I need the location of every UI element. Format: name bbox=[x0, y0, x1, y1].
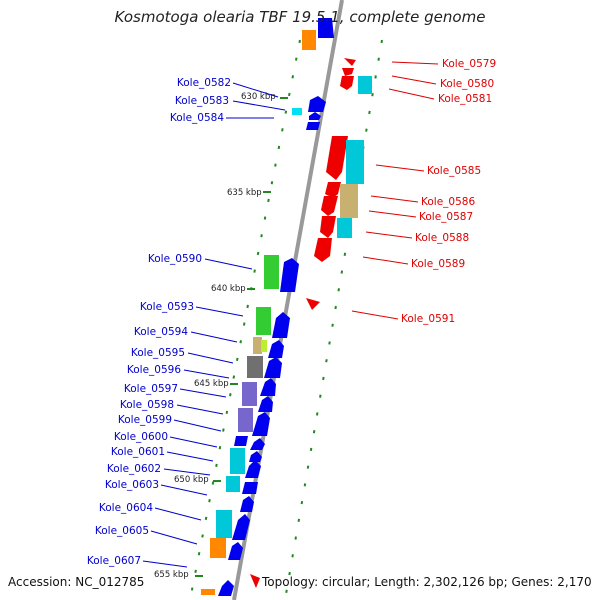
gene-label[interactable]: Kole_0584 bbox=[170, 112, 224, 124]
gene-label[interactable]: Kole_0601 bbox=[111, 446, 165, 458]
gene-label[interactable]: Kole_0605 bbox=[95, 525, 149, 537]
gene-arrow bbox=[250, 574, 260, 588]
gene-label[interactable]: Kole_0598 bbox=[120, 399, 174, 411]
gene-label[interactable]: Kole_0593 bbox=[140, 301, 194, 313]
gene-label[interactable]: Kole_0604 bbox=[99, 502, 153, 514]
gene-features-right bbox=[250, 58, 372, 588]
gene-arrow bbox=[321, 196, 338, 216]
gene-arrow bbox=[306, 298, 320, 310]
gene-label[interactable]: Kole_0602 bbox=[107, 463, 161, 475]
gene-label[interactable]: Kole_0585 bbox=[427, 165, 481, 177]
gene-arrow bbox=[342, 68, 354, 76]
gene-label[interactable]: Kole_0591 bbox=[401, 313, 455, 325]
gene-label[interactable]: Kole_0581 bbox=[438, 93, 492, 105]
gene-label[interactable]: Kole_0599 bbox=[118, 414, 172, 426]
gene-block-purple bbox=[238, 408, 253, 432]
gene-arrow bbox=[234, 436, 248, 446]
gene-block-orange bbox=[210, 538, 226, 558]
gene-label[interactable]: Kole_0586 bbox=[421, 196, 475, 208]
gene-arrow bbox=[245, 460, 261, 478]
gene-arrow bbox=[228, 542, 243, 560]
gene-arrow bbox=[264, 357, 282, 378]
gene-arrow bbox=[325, 182, 341, 198]
gene-arrow bbox=[272, 312, 290, 338]
gene-features-inner-left bbox=[218, 18, 334, 596]
left-leader-lines bbox=[142, 82, 286, 568]
gene-arrow bbox=[242, 482, 258, 494]
gene-label[interactable]: Kole_0580 bbox=[440, 78, 494, 90]
gene-arrow bbox=[240, 496, 254, 512]
gene-label[interactable]: Kole_0595 bbox=[131, 347, 185, 359]
gene-arrow bbox=[306, 122, 320, 130]
gene-block-cyan bbox=[216, 510, 232, 538]
gene-arrow bbox=[318, 18, 334, 38]
scale-label: 650 kbp bbox=[174, 475, 209, 485]
gene-arrow bbox=[340, 76, 354, 90]
gene-block-cyan bbox=[346, 140, 364, 184]
gene-block-cyan bbox=[358, 76, 372, 94]
gene-arrow bbox=[218, 580, 234, 596]
gene-block-gray bbox=[247, 356, 263, 378]
gene-label[interactable]: Kole_0587 bbox=[419, 211, 473, 223]
gene-label[interactable]: Kole_0583 bbox=[175, 95, 229, 107]
gene-arrow bbox=[250, 438, 265, 450]
gene-block-green bbox=[256, 307, 271, 335]
gene-arrow bbox=[314, 238, 332, 262]
gene-label[interactable]: Kole_0579 bbox=[442, 58, 496, 70]
gene-arrow bbox=[258, 396, 273, 412]
gene-arrow bbox=[308, 96, 326, 112]
gene-label[interactable]: Kole_0600 bbox=[114, 431, 168, 443]
gene-label[interactable]: Kole_0588 bbox=[415, 232, 469, 244]
genome-summary-text: Topology: circular; Length: 2,302,126 bp… bbox=[262, 575, 592, 589]
outer-right-track bbox=[284, 39, 383, 600]
scale-label: 645 kbp bbox=[194, 379, 229, 389]
gene-label[interactable]: Kole_0607 bbox=[87, 555, 141, 567]
gene-block-cyan bbox=[337, 218, 352, 238]
gene-label[interactable]: Kole_0596 bbox=[127, 364, 181, 376]
gene-arrow bbox=[252, 412, 270, 436]
scale-label: 635 kbp bbox=[227, 188, 262, 198]
gene-block-orange bbox=[302, 30, 316, 50]
gene-arrow bbox=[309, 112, 321, 120]
gene-arrow bbox=[260, 378, 276, 396]
gene-label[interactable]: Kole_0597 bbox=[124, 383, 178, 395]
gene-label[interactable]: Kole_0589 bbox=[411, 258, 465, 270]
gene-block-green bbox=[264, 255, 279, 289]
gene-arrow bbox=[320, 216, 336, 238]
gene-features-outer-left bbox=[201, 30, 316, 595]
gene-block-cyan bbox=[230, 448, 245, 474]
gene-arrow bbox=[344, 58, 356, 66]
gene-block-khaki bbox=[253, 337, 262, 354]
scale-label: 630 kbp bbox=[241, 92, 276, 102]
gene-block-lime bbox=[261, 340, 267, 352]
gene-block-cyan bbox=[292, 108, 302, 115]
gene-arrow bbox=[280, 258, 299, 292]
scale-label: 640 kbp bbox=[211, 284, 246, 294]
gene-block-orange bbox=[201, 589, 215, 595]
map-title: Kosmotoga olearia TBF 19.5.1, complete g… bbox=[114, 8, 486, 26]
scale-ticks bbox=[195, 97, 288, 577]
gene-block-khaki bbox=[340, 184, 358, 218]
scale-label: 655 kbp bbox=[154, 570, 189, 580]
gene-block-purple bbox=[242, 382, 257, 406]
gene-arrow bbox=[326, 136, 348, 180]
gene-arrow bbox=[268, 340, 284, 358]
gene-arrow bbox=[232, 514, 250, 540]
gene-arrow bbox=[249, 451, 262, 462]
accession-text: Accession: NC_012785 bbox=[8, 575, 145, 589]
gene-label[interactable]: Kole_0582 bbox=[177, 77, 231, 89]
gene-label[interactable]: Kole_0594 bbox=[134, 326, 188, 338]
right-leader-lines bbox=[351, 61, 439, 320]
gene-label[interactable]: Kole_0590 bbox=[148, 253, 202, 265]
gene-block-cyan bbox=[226, 476, 240, 492]
gene-label[interactable]: Kole_0603 bbox=[105, 479, 159, 491]
